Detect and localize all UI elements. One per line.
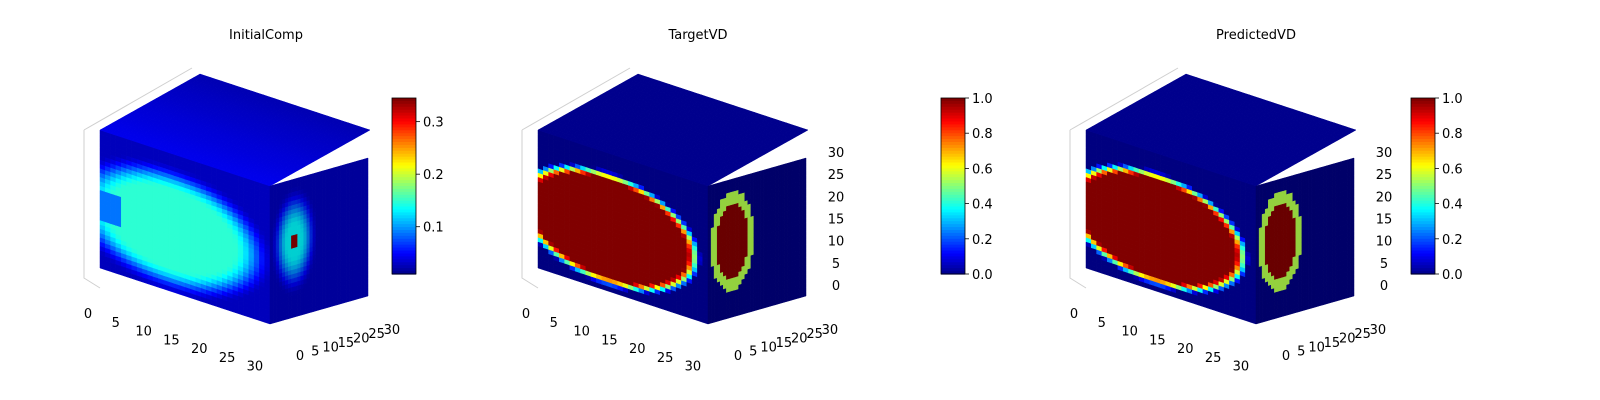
front-face — [99, 129, 271, 325]
y-tick-label: 30 — [384, 323, 401, 338]
y-tick-label: 5 — [311, 345, 319, 360]
voxel-cell — [321, 303, 326, 310]
panel-title: InitialComp — [229, 28, 303, 43]
voxel-cell — [337, 299, 341, 306]
voxel-cell — [334, 300, 338, 306]
voxel-cell — [361, 292, 366, 299]
voxel-cell — [300, 309, 304, 316]
voxel-cell — [275, 316, 280, 323]
y-tick-label: 10 — [322, 340, 339, 355]
x-tick-label: 5 — [112, 316, 120, 331]
voxel-cell — [352, 294, 357, 301]
x-tick-label: 30 — [247, 360, 264, 375]
voxel-cell — [288, 313, 292, 320]
voxel-cell — [269, 318, 274, 325]
colorbar-tick-label: 0.2 — [423, 168, 444, 183]
colorbar-tick-label: 0.1 — [423, 221, 444, 236]
x-tick-label: 15 — [163, 333, 180, 348]
voxel-cell — [282, 314, 286, 321]
voxel-cell — [294, 311, 298, 318]
y-tick-label: 25 — [368, 327, 385, 342]
voxel-cell — [331, 300, 335, 307]
x-tick-label: 20 — [191, 342, 208, 357]
voxel-cell — [318, 304, 323, 311]
voxel-cell — [312, 306, 317, 313]
voxel-cell — [306, 307, 311, 314]
voxel-cell — [303, 308, 308, 315]
y-tick-label: 15 — [338, 336, 355, 351]
x-tick-label: 25 — [219, 351, 236, 366]
voxel-cell — [346, 296, 350, 303]
right-face — [269, 157, 369, 325]
y-tick-label: 20 — [353, 332, 370, 347]
voxel-cell — [340, 298, 344, 305]
voxel-cell — [272, 317, 277, 324]
x-tick-label: 0 — [84, 307, 92, 322]
voxel-cell — [324, 302, 329, 309]
colorbar: 0.1 0.2 0.3 — [391, 97, 444, 275]
voxel-cell — [364, 291, 369, 298]
x-tick-label: 10 — [135, 325, 152, 340]
voxel-cell — [297, 310, 301, 317]
voxel-cell — [327, 301, 332, 308]
colorbar-tick-label: 0.3 — [423, 116, 444, 131]
voxel-cell — [355, 293, 360, 300]
voxel-cell — [285, 314, 289, 320]
voxel-cell — [343, 297, 347, 304]
voxel-cell — [278, 315, 283, 322]
voxel-cell — [349, 295, 353, 302]
y-tick-label: 0 — [296, 349, 304, 364]
voxel-cell — [291, 312, 295, 319]
panel-title: TargetVD — [667, 28, 727, 43]
voxel-cell — [358, 293, 363, 299]
voxel-cell — [315, 305, 320, 312]
voxel-cell — [309, 307, 314, 313]
pane-edge — [83, 130, 101, 289]
